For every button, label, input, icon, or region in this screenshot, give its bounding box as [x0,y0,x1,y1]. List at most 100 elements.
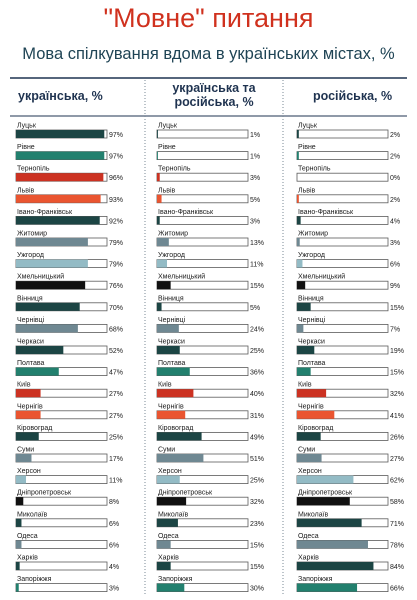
bar [16,151,105,160]
category-label: Запоріжжя [17,575,52,583]
category-label: Кіровоград [298,424,333,432]
category-label: Вінниця [17,294,43,302]
value-label: 78% [390,542,404,549]
bar [16,540,22,549]
bar [16,497,24,506]
value-label: 23% [250,521,264,528]
bar [157,130,158,138]
value-label: 15% [250,283,264,290]
bar-frame [156,259,249,269]
bar [297,130,299,138]
category-label: Полтава [17,360,45,367]
value-label: 8% [109,499,119,506]
value-label: 7% [390,326,400,333]
value-label: 71% [390,521,404,528]
bar [157,324,179,333]
category-label: Харків [298,554,319,562]
bar [157,518,178,527]
bar [157,216,160,225]
value-label: 79% [109,240,123,247]
value-label: 32% [250,499,264,506]
value-label: 52% [109,348,123,355]
bar [157,281,171,290]
category-label: Дніпропетровськ [298,489,353,497]
bar [16,367,59,376]
value-label: 1% [250,132,260,139]
bar [297,432,321,441]
value-label: 1% [250,154,260,161]
bar [157,238,169,246]
bar [157,259,168,268]
bar [16,194,101,203]
category-label: Київ [158,382,172,389]
category-label: Полтава [298,360,326,367]
category-label: Львів [298,186,316,194]
bar [16,518,22,527]
value-label: 84% [390,564,404,571]
value-label: 13% [250,240,264,247]
bar-frame [296,151,389,161]
category-label: Чернігів [17,402,43,410]
value-label: 2% [390,132,400,139]
bar-frame [15,475,108,485]
category-label: Черкаси [17,339,44,346]
category-label: Ужгород [158,252,185,259]
category-label: Львів [158,186,176,194]
value-label: 30% [250,586,264,593]
category-label: Херсон [298,468,322,475]
bar [297,475,354,484]
bar-frame [15,561,108,571]
bar-frame [296,259,389,269]
bar [16,583,19,592]
bar [297,216,301,225]
category-label: Черкаси [158,339,185,346]
category-label: Миколаїв [17,511,48,518]
bar [157,367,190,376]
value-label: 68% [109,326,123,333]
category-label: Хмельницький [17,273,64,281]
bar-frame [15,518,108,528]
bar [297,151,299,160]
panel-header: російська, % [174,95,253,109]
category-label: Івано-Франківськ [298,208,354,216]
bar [16,173,104,182]
bar [297,281,306,290]
bar-frame [156,215,249,225]
category-label: Херсон [17,468,41,475]
category-label: Миколаїв [158,511,189,518]
category-label: Одеса [298,533,319,540]
category-label: Кіровоград [158,424,193,432]
category-label: Чернігів [298,402,324,410]
category-label: Черкаси [298,339,325,346]
value-label: 25% [250,348,264,355]
category-label: Тернопіль [17,165,50,173]
category-label: Хмельницький [298,273,345,281]
category-label: Київ [298,382,312,389]
value-label: 41% [390,413,404,420]
value-label: 15% [250,564,264,571]
value-label: 27% [109,391,123,398]
bar-frame [296,237,389,247]
value-label: 6% [109,521,119,528]
bar-frame [156,302,249,312]
bar-frame [156,151,249,161]
panel-header: українська, % [18,89,103,103]
bar [16,454,32,462]
bar [16,562,20,570]
value-label: 3% [109,586,119,593]
value-label: 40% [250,391,264,398]
category-label: Харків [158,554,179,562]
bar [157,194,162,203]
value-label: 15% [250,542,264,549]
category-label: Полтава [158,360,186,367]
value-label: 11% [109,478,123,485]
value-label: 5% [250,305,260,312]
category-label: Харків [17,554,38,562]
category-label: Чернівці [158,316,186,324]
bar-frame [15,496,108,506]
category-label: Рівне [158,143,176,151]
value-label: 51% [250,456,264,463]
bar [157,302,162,311]
category-label: Житомир [158,231,188,238]
bar-frame [296,194,389,204]
